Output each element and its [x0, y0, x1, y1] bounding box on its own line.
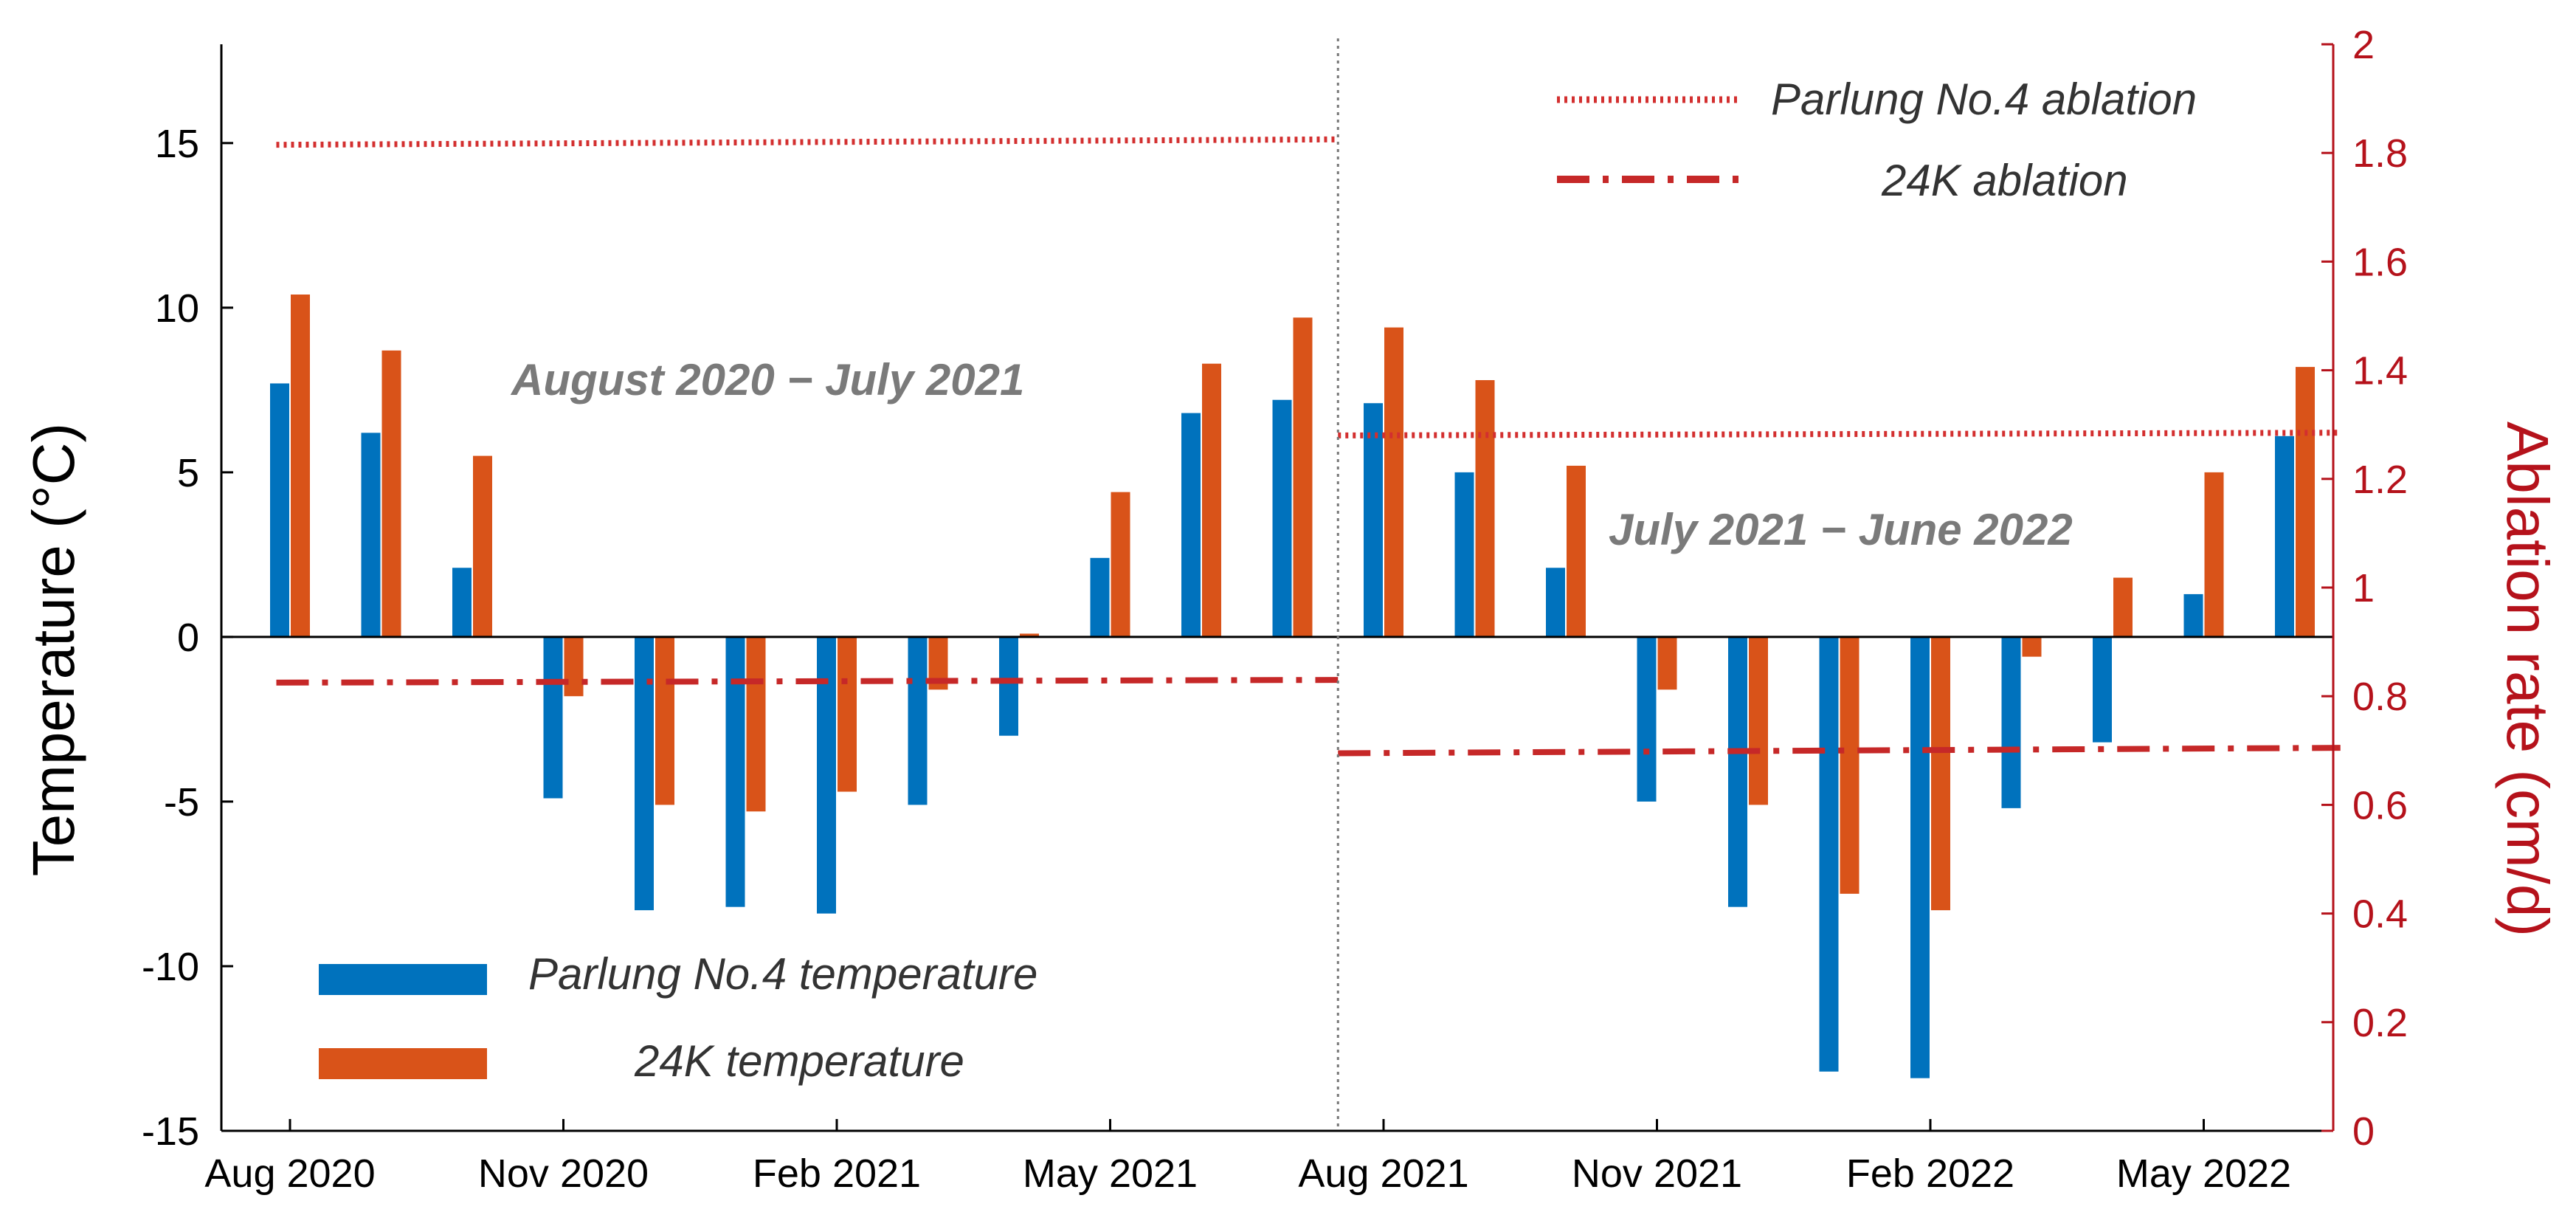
bar-group [270, 295, 2315, 1078]
right-tick-label-2: 2 [2352, 23, 2375, 67]
bar-parlung-9 [1090, 557, 1110, 637]
right-tick-label-1.6: 1.6 [2352, 240, 2408, 284]
bar-24k-12 [1384, 327, 1403, 637]
bar-parlung-4 [635, 636, 654, 911]
right-tick-label-1.4: 1.4 [2352, 349, 2408, 393]
legend-label-parlung-ablation: Parlung No.4 ablation [1771, 75, 2197, 124]
bar-parlung-15 [1637, 636, 1657, 802]
bar-24k-5 [746, 636, 766, 812]
bar-24k-21 [2204, 472, 2224, 637]
bar-parlung-20 [2093, 636, 2112, 743]
period-annotation-1: August 2020 − July 2021 [510, 355, 1024, 404]
bar-parlung-22 [2275, 436, 2294, 637]
bar-24k-17 [1840, 636, 1860, 894]
y-tick-label-5: 5 [177, 451, 199, 495]
bar-24k-3 [564, 636, 584, 697]
bar-24k-1 [381, 350, 401, 637]
x-tick-label-2: Feb 2021 [753, 1151, 921, 1196]
x-tick-label-7: May 2022 [2116, 1151, 2291, 1196]
bar-24k-0 [291, 295, 310, 637]
right-tick-label-0.2: 0.2 [2352, 1001, 2408, 1045]
bar-24k-19 [2022, 636, 2042, 657]
bar-parlung-7 [908, 636, 928, 805]
bar-24k-13 [1475, 379, 1495, 637]
bar-parlung-18 [1910, 636, 1930, 1078]
ablation-line-24k-segment-1 [1338, 745, 2341, 757]
y-tick-label--5: -5 [164, 780, 199, 825]
legend-label-parlung-temperature: Parlung No.4 temperature [528, 949, 1037, 999]
x-tick-label-1: Nov 2020 [478, 1151, 649, 1196]
y-axis-label: Temperature (°C) [21, 423, 86, 876]
y-tick-label-0: 0 [177, 616, 199, 660]
x-tick-label-4: Aug 2021 [1298, 1151, 1468, 1196]
bar-parlung-11 [1272, 399, 1292, 637]
bar-24k-18 [1931, 636, 1950, 911]
x-tick-label-0: Aug 2020 [204, 1151, 375, 1196]
y-tick-label-15: 15 [155, 122, 199, 166]
bar-24k-6 [838, 636, 857, 792]
right-tick-label-1.8: 1.8 [2352, 131, 2408, 176]
bar-24k-16 [1749, 636, 1768, 805]
bar-parlung-5 [725, 636, 745, 907]
bar-24k-4 [655, 636, 674, 805]
legend-swatch-parlung-temperature [319, 964, 487, 995]
ablation-line-parlung-segment-1 [1338, 430, 2341, 438]
bar-24k-2 [473, 455, 492, 637]
legend-swatch-24k-temperature [319, 1048, 487, 1079]
bar-24k-15 [1657, 636, 1677, 690]
bar-parlung-13 [1454, 472, 1474, 637]
bar-parlung-17 [1819, 636, 1839, 1072]
y-tick-label--15: -15 [142, 1109, 199, 1154]
y-tick-label-10: 10 [155, 286, 199, 331]
bar-24k-9 [1111, 492, 1130, 637]
right-tick-label-0.6: 0.6 [2352, 783, 2408, 827]
legend-label-24k-ablation: 24K ablation [1881, 156, 2128, 205]
right-tick-label-0: 0 [2352, 1109, 2375, 1154]
bar-parlung-3 [543, 636, 563, 799]
x-tick-label-3: May 2021 [1023, 1151, 1198, 1196]
bar-24k-14 [1567, 465, 1586, 637]
ablation-lines [276, 136, 2341, 757]
bar-24k-8 [1020, 633, 1039, 637]
bar-24k-20 [2113, 577, 2133, 637]
right-tick-label-0.8: 0.8 [2352, 675, 2408, 719]
bar-24k-22 [2296, 367, 2315, 637]
bar-24k-10 [1202, 363, 1221, 637]
bar-parlung-8 [999, 636, 1018, 736]
period-annotation-2: July 2021 − June 2022 [1609, 505, 2073, 554]
ablation-line-parlung-segment-0 [276, 136, 1339, 148]
right-tick-label-1.2: 1.2 [2352, 458, 2408, 502]
right-tick-label-0.4: 0.4 [2352, 892, 2408, 937]
x-tick-label-6: Feb 2022 [1846, 1151, 2014, 1196]
bar-parlung-10 [1181, 413, 1201, 637]
bar-parlung-16 [1728, 636, 1747, 907]
x-tick-label-5: Nov 2021 [1572, 1151, 1742, 1196]
bar-parlung-14 [1546, 568, 1565, 637]
bar-parlung-12 [1364, 403, 1383, 637]
bar-parlung-0 [270, 383, 289, 637]
axes: -15 -10 -5 0 5 10 15 0 0.2 0.4 0.6 0.8 1 1.2 1.4 1.6 1.8… [142, 23, 2408, 1196]
ablation-line-24k-segment-0 [276, 677, 1339, 686]
bar-parlung-21 [2183, 593, 2203, 637]
y-tick-label--10: -10 [142, 945, 199, 989]
right-axis-label: Ablation rate (cm/d) [2495, 421, 2561, 937]
right-tick-label-1: 1 [2352, 566, 2375, 610]
bar-24k-11 [1293, 317, 1313, 637]
bar-parlung-2 [452, 568, 472, 637]
legend-label-24k-temperature: 24K temperature [634, 1036, 964, 1086]
bar-parlung-1 [361, 433, 381, 637]
bar-parlung-19 [2001, 636, 2021, 808]
